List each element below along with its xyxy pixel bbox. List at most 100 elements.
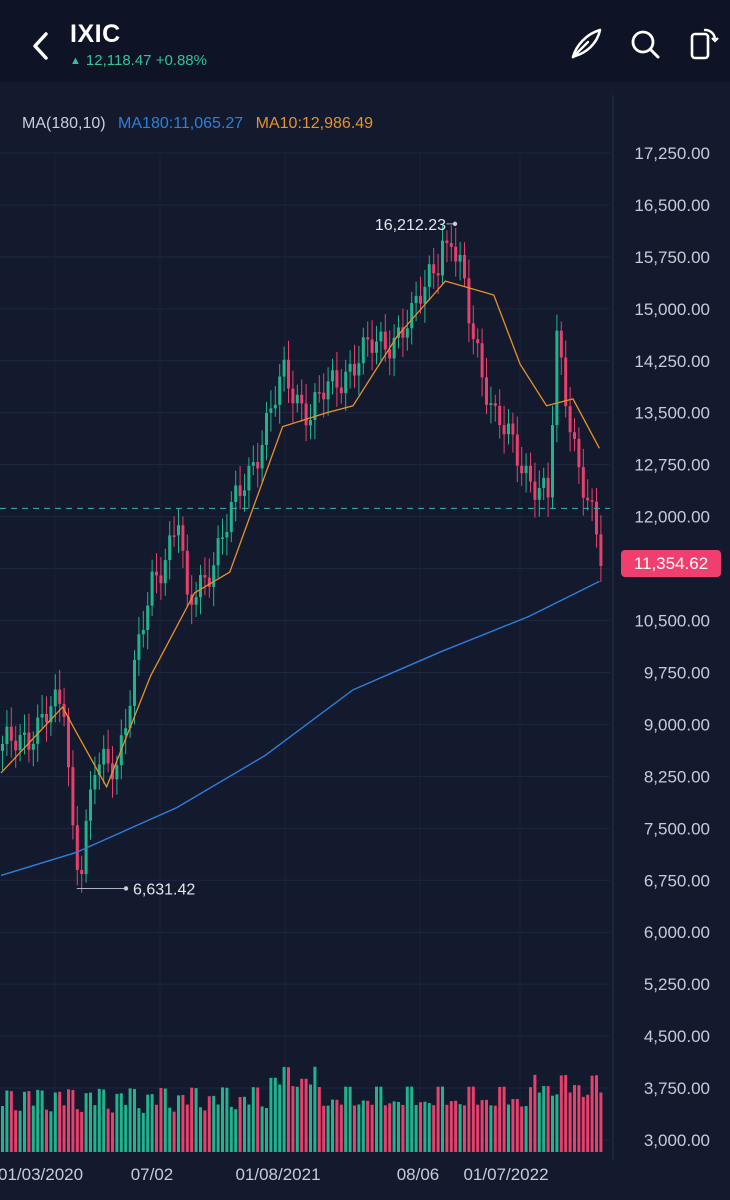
ma10-value: MA10:12,986.49	[255, 115, 374, 132]
candle-body	[392, 337, 396, 359]
candle-body	[27, 732, 31, 750]
volume-bar	[146, 1094, 150, 1152]
volume-bar	[559, 1075, 563, 1152]
volume-bar	[507, 1104, 510, 1152]
volume-bar	[335, 1099, 339, 1152]
candle-body	[225, 532, 229, 538]
volume-bar	[568, 1092, 572, 1152]
candle-body	[441, 240, 444, 276]
percent-change: +0.88%	[155, 52, 207, 69]
candle-body	[282, 359, 286, 377]
candle-body	[243, 490, 246, 496]
volume-bar	[141, 1112, 145, 1152]
volume-bar	[348, 1086, 352, 1152]
price-tick-label: 10,500.00	[634, 612, 710, 631]
volume-bar	[537, 1092, 541, 1152]
rotate-screen-icon[interactable]	[684, 24, 724, 64]
volume-bar	[586, 1094, 590, 1152]
candle-body	[141, 629, 145, 635]
candle-body	[295, 394, 299, 404]
volume-bar	[203, 1110, 207, 1152]
candle-body	[247, 465, 251, 491]
low-annotation: 6,631.42	[133, 881, 195, 898]
volume-bar	[221, 1087, 224, 1152]
volume-bar	[53, 1092, 57, 1152]
candle-body	[432, 264, 436, 274]
volume-bar	[515, 1098, 519, 1152]
price-tick-label: 12,000.00	[634, 508, 710, 527]
candle-body	[304, 403, 308, 426]
candle-body	[251, 462, 255, 466]
volume-bar	[168, 1107, 172, 1152]
candle-body	[234, 485, 238, 503]
volume-bar	[212, 1095, 216, 1152]
candle-body	[559, 330, 563, 358]
candle-body	[348, 363, 352, 372]
price-tick-label: 3,000.00	[644, 1131, 710, 1150]
candle-body	[586, 497, 590, 501]
candle-body	[106, 748, 110, 764]
volume-bar	[106, 1108, 110, 1152]
volume-bar	[339, 1104, 343, 1152]
price-tick-label: 4,500.00	[644, 1027, 710, 1046]
volume-bar	[405, 1086, 409, 1152]
volume-bar	[498, 1086, 502, 1152]
date-tick-label: 01/08/2021	[235, 1165, 320, 1184]
volume-bar	[397, 1101, 400, 1152]
candle-body	[511, 423, 515, 435]
volume-bar	[260, 1106, 264, 1152]
indicator-legend: MA(180,10) MA180:11,065.27 MA10:12,986.4…	[22, 115, 381, 133]
volume-bar	[133, 1088, 136, 1152]
candle-body	[291, 388, 295, 404]
price-tick-label: 17,250.00	[634, 144, 710, 163]
candle-body	[75, 825, 79, 870]
volume-bar	[102, 1089, 106, 1152]
candle-body	[546, 477, 550, 498]
candle-body	[102, 748, 106, 765]
candle-body	[53, 689, 57, 707]
search-icon[interactable]	[626, 24, 666, 64]
price-tick-label: 13,500.00	[634, 404, 710, 423]
ma-params-label: MA(180,10)	[22, 115, 106, 132]
volume-bar	[5, 1090, 9, 1152]
volume-bar	[97, 1088, 101, 1152]
candle-body	[172, 535, 176, 537]
price-tick-label: 9,750.00	[644, 663, 710, 682]
volume-bar	[383, 1105, 387, 1152]
date-tick-label: 01/03/2020	[0, 1165, 83, 1184]
low-marker-dot	[123, 886, 129, 891]
volume-bar	[124, 1104, 128, 1152]
candle-body	[577, 438, 581, 468]
price-tick-label: 16,500.00	[634, 196, 710, 215]
price-tick-label: 5,250.00	[644, 975, 710, 994]
volume-bar	[322, 1105, 326, 1152]
candle-body	[427, 264, 431, 287]
volume-bar	[207, 1096, 211, 1152]
volume-bar	[480, 1100, 484, 1152]
candle-body	[498, 405, 502, 426]
volume-bar	[300, 1078, 304, 1152]
volume-bar	[449, 1101, 453, 1152]
candle-body	[203, 575, 207, 578]
candle-body	[260, 444, 264, 469]
candle-body	[238, 485, 242, 496]
candle-body	[190, 594, 194, 605]
volume-bar	[84, 1093, 88, 1152]
candle-body	[269, 408, 273, 413]
last-price-tag: 11,354.62	[621, 550, 721, 577]
price-tick-label: 15,000.00	[634, 300, 710, 319]
volume-bar	[529, 1087, 532, 1152]
ma180-value: MA180:11,065.27	[118, 115, 244, 132]
candle-body	[419, 295, 422, 304]
back-chevron-icon[interactable]	[26, 22, 60, 68]
candle-body	[212, 565, 216, 587]
candle-body	[36, 717, 40, 744]
candle-body	[181, 525, 185, 551]
date-tick-label: 07/02	[131, 1165, 174, 1184]
candle-body	[150, 571, 154, 606]
draw-pen-icon[interactable]	[566, 24, 606, 64]
candle-body	[313, 392, 317, 421]
candle-body	[383, 331, 387, 350]
high-marker-dot	[452, 221, 458, 227]
